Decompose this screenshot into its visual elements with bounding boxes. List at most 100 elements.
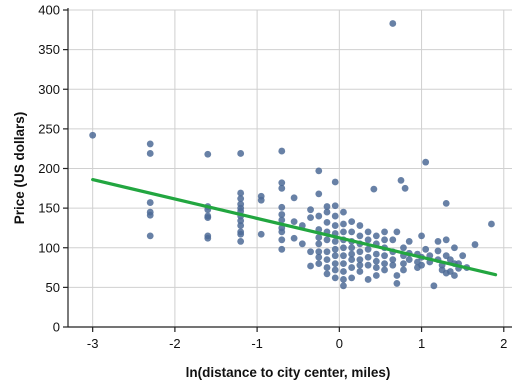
data-point	[422, 245, 430, 253]
data-point	[401, 184, 409, 192]
data-point	[340, 252, 347, 260]
data-point	[278, 245, 286, 253]
data-point	[430, 282, 438, 290]
data-point	[307, 214, 314, 222]
data-point	[451, 272, 458, 279]
data-point	[372, 272, 380, 279]
data-point	[331, 252, 339, 260]
data-point	[323, 208, 331, 216]
data-point	[278, 184, 286, 192]
data-point	[400, 244, 407, 252]
data-point	[364, 236, 372, 244]
data-point	[393, 272, 401, 279]
data-point	[393, 280, 401, 287]
data-point	[422, 158, 430, 166]
data-point	[237, 150, 245, 157]
data-point	[397, 176, 405, 184]
y-tick-label: 350	[38, 42, 60, 57]
data-point	[451, 244, 458, 252]
data-point	[381, 252, 388, 260]
data-point	[146, 211, 154, 219]
data-point	[331, 238, 339, 245]
data-point	[315, 212, 323, 220]
data-point	[331, 202, 339, 210]
data-point	[364, 261, 372, 269]
data-point	[348, 256, 356, 264]
data-point	[307, 262, 314, 270]
data-point	[290, 234, 298, 242]
data-point	[146, 199, 154, 206]
data-point	[389, 20, 397, 27]
y-tick-label: 50	[46, 280, 60, 295]
data-point	[204, 234, 212, 242]
data-point	[237, 230, 245, 238]
data-point	[340, 282, 347, 290]
data-point	[405, 256, 413, 264]
data-point	[307, 248, 314, 256]
data-point	[356, 232, 364, 240]
data-point	[278, 179, 286, 187]
data-points	[89, 20, 495, 290]
y-tick-label: 100	[38, 240, 60, 255]
data-point	[372, 232, 380, 240]
data-point	[389, 261, 397, 269]
data-point	[331, 212, 339, 220]
y-tick-label: 200	[38, 161, 60, 176]
fit-line-group	[91, 177, 498, 277]
data-point	[348, 274, 356, 282]
data-point	[389, 236, 397, 244]
y-tick-label: 250	[38, 121, 60, 136]
fit-line	[91, 177, 498, 277]
y-axis-title: Price (US dollars)	[12, 112, 27, 225]
data-point	[331, 245, 339, 253]
data-point	[237, 217, 245, 225]
x-tick-label: -3	[87, 336, 99, 351]
data-point	[400, 266, 407, 274]
data-point	[459, 252, 467, 260]
data-point	[146, 140, 154, 148]
data-point	[418, 232, 425, 240]
data-point	[146, 232, 154, 240]
data-point	[323, 203, 331, 210]
data-point	[331, 260, 339, 267]
data-point	[340, 268, 347, 275]
data-point	[488, 220, 495, 228]
data-point	[237, 238, 245, 245]
data-point	[331, 274, 339, 282]
data-point	[372, 264, 380, 271]
data-point	[340, 244, 347, 252]
data-point	[340, 220, 347, 228]
x-tick-label: -2	[169, 336, 181, 351]
data-point	[364, 245, 372, 253]
data-point	[315, 253, 323, 261]
x-tick-label: 2	[500, 336, 507, 351]
data-point	[418, 261, 425, 269]
data-point	[340, 260, 347, 267]
data-point	[146, 150, 154, 157]
data-point	[356, 222, 364, 229]
data-point	[237, 195, 245, 203]
data-point	[348, 264, 356, 271]
data-point	[356, 256, 364, 264]
y-tick-labels: 0 50 100 150 200 250 300 350 400	[38, 3, 60, 335]
data-point	[315, 260, 323, 267]
data-point	[442, 199, 450, 207]
data-point	[323, 256, 331, 264]
data-point	[331, 178, 339, 186]
data-point	[323, 270, 331, 278]
data-point	[331, 222, 339, 229]
data-point	[348, 244, 356, 252]
y-tick-label: 300	[38, 82, 60, 97]
x-tick-labels: -3 -2 -1 0 1 2	[87, 336, 508, 351]
data-point	[257, 230, 265, 238]
data-point	[389, 256, 397, 264]
data-point	[434, 238, 442, 245]
data-point	[278, 203, 286, 211]
x-tick-label: 0	[336, 336, 343, 351]
y-tick-label: 150	[38, 201, 60, 216]
data-point	[237, 222, 245, 229]
data-point	[323, 248, 331, 256]
data-point	[400, 260, 407, 267]
data-point	[340, 276, 347, 283]
